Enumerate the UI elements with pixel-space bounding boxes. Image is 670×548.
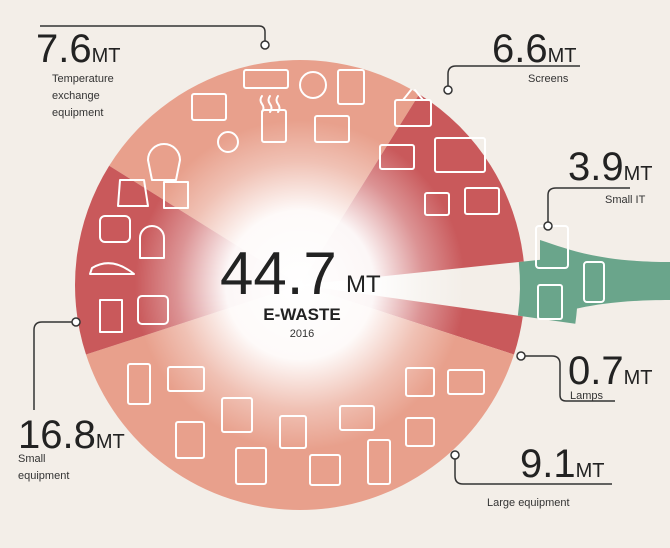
leader-line-lamps [521, 355, 615, 402]
toaster-icon [163, 181, 189, 209]
thermostat-dial-icon [299, 71, 327, 99]
temperature-icons [191, 69, 365, 153]
vacuum-icon [139, 225, 165, 259]
kettle-icon [117, 179, 149, 207]
category-label-large-equipment-line-1: Large equipment [487, 497, 570, 509]
center-glow [130, 115, 470, 455]
center-total-unit: MT [346, 271, 381, 298]
leader-line-small-it [547, 187, 630, 226]
dryer-icon [175, 421, 205, 459]
calculator-icon [537, 284, 563, 320]
category-label-temperature-exchange-equipment-line-2: exchange [52, 90, 100, 102]
value-label-small-equipment: 16.8MT [18, 413, 125, 457]
screens-icons [379, 89, 500, 216]
leader-dot-small-equipment [71, 317, 81, 327]
category-label-small-equipment-line-2: equipment [18, 470, 69, 482]
value-label-small-it: 3.9MT [568, 145, 653, 189]
value-label-lamps: 0.7MT [568, 349, 653, 393]
center-year: 2016 [290, 328, 314, 340]
air-conditioner-icon [243, 69, 289, 89]
small-monitor-icon [424, 192, 450, 216]
leader-dot-small-it [543, 221, 553, 231]
fan-icon [217, 131, 239, 153]
leader-line-small-equipment [33, 321, 76, 410]
freezer-icon [367, 439, 391, 485]
rice-cooker-icon [137, 295, 169, 325]
category-label-screens-line-1: Screens [528, 73, 569, 85]
fridge-icon [127, 363, 151, 405]
ac-unit-icon [191, 93, 227, 121]
blender-icon [99, 299, 123, 333]
oven-icon [339, 405, 375, 431]
dishwasher-icon [279, 415, 307, 449]
large-equipment-icons [127, 363, 485, 486]
category-label-small-equipment-line-1: Small [18, 453, 46, 465]
leader-line-temperature-exchange-equipment [40, 25, 266, 45]
leader-line-large-equipment [454, 455, 612, 485]
leader-dot-screens [443, 85, 453, 95]
slice-callouts: 7.6MT Temperature exchange equipment 6.6MT Sc… [18, 25, 653, 509]
stove-top-2-icon [405, 417, 435, 447]
flat-screen-icon [434, 137, 486, 173]
tv-icon [394, 99, 432, 127]
vacuum-cleaner-icon [147, 143, 181, 181]
center-total-value: 44.7 [220, 240, 337, 307]
tv-antenna-icon [402, 89, 424, 101]
leader-dot-large-equipment [450, 450, 460, 460]
category-label-temperature-exchange-equipment-line-1: Temperature [52, 73, 114, 85]
heat-pump-icon [314, 115, 350, 143]
bread-maker-icon [99, 215, 131, 243]
category-label-lamps-line-1: Lamps [570, 390, 604, 402]
category-label-small-it-line-1: Small IT [605, 194, 646, 206]
value-label-temperature-exchange-equipment: 7.6MT [36, 27, 121, 71]
category-label-temperature-exchange-equipment-line-3: equipment [52, 107, 103, 119]
monitor-icon [379, 144, 415, 170]
hob-icon [309, 454, 341, 486]
microwave-icon [167, 366, 205, 392]
washing-machine-icon [221, 397, 253, 433]
phone-icon [583, 261, 605, 303]
boiler-icon [261, 109, 287, 143]
iron-icon [89, 262, 135, 275]
water-heater-icon [337, 69, 365, 105]
small-equipment-icons [89, 143, 189, 333]
cooker-icon [235, 447, 267, 485]
center-label: E-WASTE [263, 305, 340, 324]
leader-line-screens [447, 65, 580, 90]
laptop-screen-icon [464, 187, 500, 215]
microwave-2-icon [447, 369, 485, 395]
leader-dot-lamps [516, 351, 526, 361]
leader-dot-temperature-exchange-equipment [260, 40, 270, 50]
stove-top-icon [405, 367, 435, 397]
value-label-large-equipment: 9.1MT [520, 442, 605, 486]
value-label-screens: 6.6MT [492, 27, 577, 71]
